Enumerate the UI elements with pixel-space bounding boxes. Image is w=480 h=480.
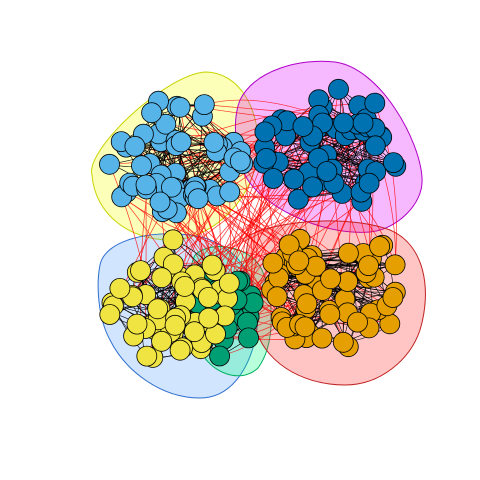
node-group-1: [161, 176, 182, 198]
node-group-2: [262, 168, 284, 189]
node-group-1: [131, 155, 152, 177]
node-group-2: [292, 116, 314, 137]
node-group-3: [151, 330, 173, 352]
node-group-3: [164, 314, 186, 336]
node-group-2: [352, 112, 374, 134]
node-group-1: [149, 191, 171, 213]
node-group-3: [198, 307, 220, 329]
node-group-5: [294, 316, 316, 338]
node-group-5: [320, 268, 342, 290]
node-group-1: [229, 150, 251, 172]
node-group-2: [364, 135, 386, 157]
node-group-2: [364, 92, 386, 114]
node-group-3: [218, 272, 240, 294]
node-group-5: [384, 254, 406, 276]
node-group-5: [337, 242, 359, 264]
node-group-2: [302, 176, 324, 198]
node-group-2: [382, 152, 404, 174]
node-group-2: [287, 188, 309, 210]
graph-nodes: [99, 78, 407, 368]
node-group-2: [328, 78, 349, 100]
node-group-1: [135, 174, 157, 196]
node-group-1: [193, 94, 215, 115]
node-group-5: [288, 250, 310, 272]
node-group-4: [209, 345, 231, 367]
node-group-3: [151, 267, 173, 289]
node-group-3: [130, 260, 151, 282]
node-group-5: [311, 327, 333, 349]
node-group-3: [162, 229, 184, 251]
node-group-5: [347, 311, 368, 333]
inter-edge: [242, 163, 253, 296]
node-group-1: [187, 188, 209, 210]
node-group-2: [316, 161, 338, 182]
node-group-1: [170, 131, 192, 153]
node-group-2: [358, 172, 380, 194]
node-group-3: [136, 345, 158, 367]
node-group-2: [255, 147, 277, 169]
node-group-2: [283, 168, 305, 190]
inter-edge: [280, 128, 376, 318]
node-group-1: [99, 153, 120, 175]
node-group-5: [369, 236, 391, 257]
node-group-3: [169, 339, 191, 361]
node-group-5: [332, 331, 354, 353]
inter-edge: [145, 184, 147, 329]
node-group-3: [126, 313, 148, 335]
node-group-3: [147, 298, 169, 320]
node-group-3: [109, 277, 131, 299]
node-group-3: [197, 286, 219, 308]
node-group-3: [201, 254, 223, 276]
node-group-3: [162, 253, 184, 275]
node-group-1: [124, 135, 146, 157]
node-group-1: [203, 131, 225, 153]
node-group-5: [278, 234, 300, 256]
node-group-5: [262, 252, 284, 274]
node-group-3: [183, 321, 205, 343]
node-group-5: [382, 287, 404, 308]
node-group-2: [254, 121, 276, 143]
node-group-3: [174, 275, 196, 297]
node-group-3: [99, 304, 121, 325]
node-group-5: [266, 286, 288, 308]
node-group-1: [219, 181, 241, 203]
node-group-1: [155, 113, 177, 135]
node-group-1: [169, 96, 191, 118]
node-group-5: [358, 255, 379, 277]
node-group-5: [319, 303, 341, 325]
node-group-2: [333, 112, 355, 134]
node-group-5: [296, 293, 318, 315]
node-group-4: [238, 327, 259, 349]
node-group-1: [141, 102, 163, 124]
inter-edge: [204, 99, 319, 116]
